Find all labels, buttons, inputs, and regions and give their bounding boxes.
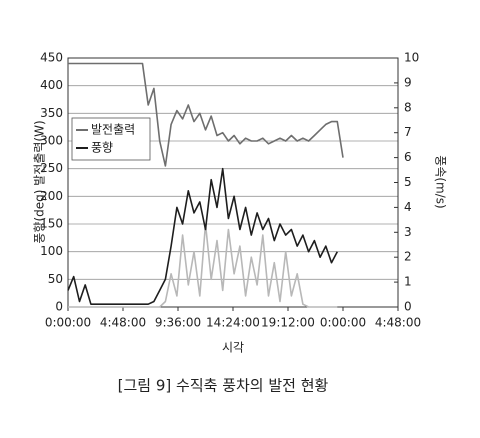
y-tick-label: 400 <box>40 78 63 92</box>
plot-frame <box>67 57 399 308</box>
x-tick-label: 9:36:00 <box>155 316 201 330</box>
y-tick-label: 100 <box>40 244 63 258</box>
y2-tick-label: 5 <box>404 175 412 189</box>
y2-axis-label: 풍속(m/s) <box>434 155 448 208</box>
y-tick-label: 250 <box>40 161 63 175</box>
y2-tick-label: 2 <box>404 250 412 264</box>
y2-tick-label: 3 <box>404 225 412 239</box>
x-tick-label: 19:12:00 <box>261 316 315 330</box>
y2-tick-label: 9 <box>404 75 412 89</box>
y-tick-label: 0 <box>55 300 63 314</box>
x-tick-label: 14:24:00 <box>206 316 260 330</box>
y2-tick-label: 0 <box>404 300 412 314</box>
legend-box <box>71 117 151 161</box>
y-tick-label: 150 <box>40 217 63 231</box>
y-tick-label: 200 <box>40 189 63 203</box>
y-tick-label: 450 <box>40 51 63 65</box>
series-line <box>68 62 344 167</box>
y-tick-label: 300 <box>40 134 63 148</box>
series-line <box>67 167 339 305</box>
legend-label: 풍향 <box>91 141 113 155</box>
caption: [그림 9] 수직축 풍차의 발전 현황 <box>118 377 329 395</box>
y2-tick-label: 1 <box>404 275 412 289</box>
y2-tick-label: 8 <box>404 100 412 114</box>
x-tick-label: 0:00:00 <box>45 316 91 330</box>
x-tick-label: 4:48:00 <box>375 316 421 330</box>
x-tick-label: 0:00:00 <box>320 316 366 330</box>
y-axis-label: 풍향(deg) 발전출력(W) <box>33 120 47 243</box>
y2-tick-label: 10 <box>404 51 419 65</box>
y-tick-label: 350 <box>40 106 63 120</box>
x-axis-label: 시각 <box>222 341 244 355</box>
legend-label: 발전출력 <box>91 123 135 137</box>
y2-tick-label: 6 <box>404 150 412 164</box>
y2-tick-label: 7 <box>404 125 412 139</box>
series-line <box>68 223 338 308</box>
y2-tick-label: 4 <box>404 200 412 214</box>
y-tick-label: 50 <box>48 272 63 286</box>
x-tick-label: 4:48:00 <box>100 316 146 330</box>
